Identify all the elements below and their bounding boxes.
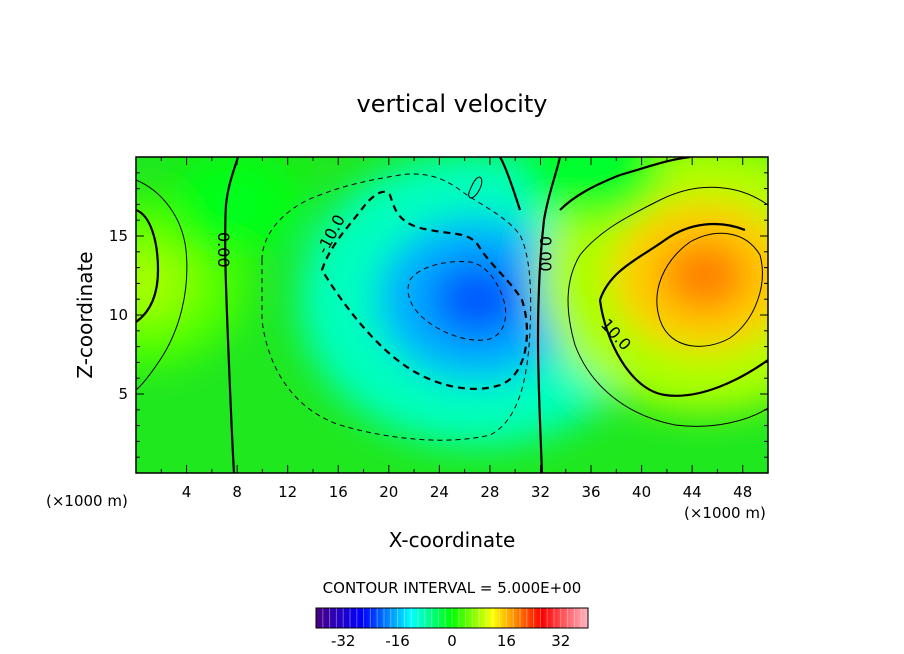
contour-pos15-right (656, 232, 763, 347)
colorbar-tick-label: -16 (385, 632, 410, 650)
x-tick-label: 36 (581, 483, 600, 501)
field-min-core (572, 157, 610, 180)
contour-pos5-right (567, 186, 768, 427)
colorbar-frame (315, 607, 589, 629)
contour-neg5 (261, 173, 532, 441)
x-tick-label: 40 (632, 483, 651, 501)
contour-interval-label: CONTOUR INTERVAL = 5.000E+00 (323, 579, 582, 597)
colorbar (316, 608, 588, 628)
colorbar-tick-label: 0 (447, 632, 457, 650)
colorbar-tick-label: -32 (331, 632, 356, 650)
x-tick-label: 28 (480, 483, 499, 501)
y-axis-label: Z-coordinate (73, 251, 97, 378)
contour-neg15 (407, 261, 507, 341)
colorbar-tick-label: 32 (551, 632, 570, 650)
field-max-core (661, 239, 749, 312)
field-min-core (430, 260, 524, 338)
y-tick-label: 10 (109, 306, 128, 324)
contour-island (468, 176, 483, 199)
x-tick-label: 24 (430, 483, 449, 501)
x-tick-label: 20 (379, 483, 398, 501)
x-tick-label: 16 (329, 483, 348, 501)
contour-label: 0.00 (214, 232, 233, 268)
x-tick-label: 8 (232, 483, 242, 501)
x-tick-label: 32 (531, 483, 550, 501)
contour-zero-right (598, 222, 768, 397)
contour-zero-top (499, 157, 691, 211)
contour-lines (136, 157, 768, 473)
contour-left-edge (136, 208, 160, 323)
y-unit-label: (×1000 m) (46, 492, 128, 510)
y-tick-label: 15 (109, 227, 128, 245)
colorbar-tick-label: 16 (497, 632, 516, 650)
x-tick-label: 44 (683, 483, 702, 501)
field-min-core (220, 191, 255, 218)
y-tick-labels: 5 10 15 (109, 227, 128, 403)
contour-label: 0.00 (536, 236, 555, 272)
x-tick-labels: 4 8 12 16 20 24 28 32 36 40 44 48 (182, 483, 752, 501)
contour-zero-middle (536, 157, 562, 473)
x-tick-label: 4 (182, 483, 192, 501)
x-unit-label: (×1000 m) (684, 504, 766, 522)
x-tick-label: 12 (278, 483, 297, 501)
y-tick-label: 5 (118, 385, 128, 403)
colorbar-tick-labels: -32 -16 0 16 32 (331, 632, 570, 650)
x-tick-label: 48 (733, 483, 752, 501)
chart-title: vertical velocity (357, 90, 548, 118)
contour-pos5-left (136, 179, 188, 391)
x-axis-label: X-coordinate (389, 528, 516, 552)
field-max-core (136, 261, 170, 306)
shaded-field (136, 157, 768, 473)
contour-zero-left (224, 157, 240, 473)
